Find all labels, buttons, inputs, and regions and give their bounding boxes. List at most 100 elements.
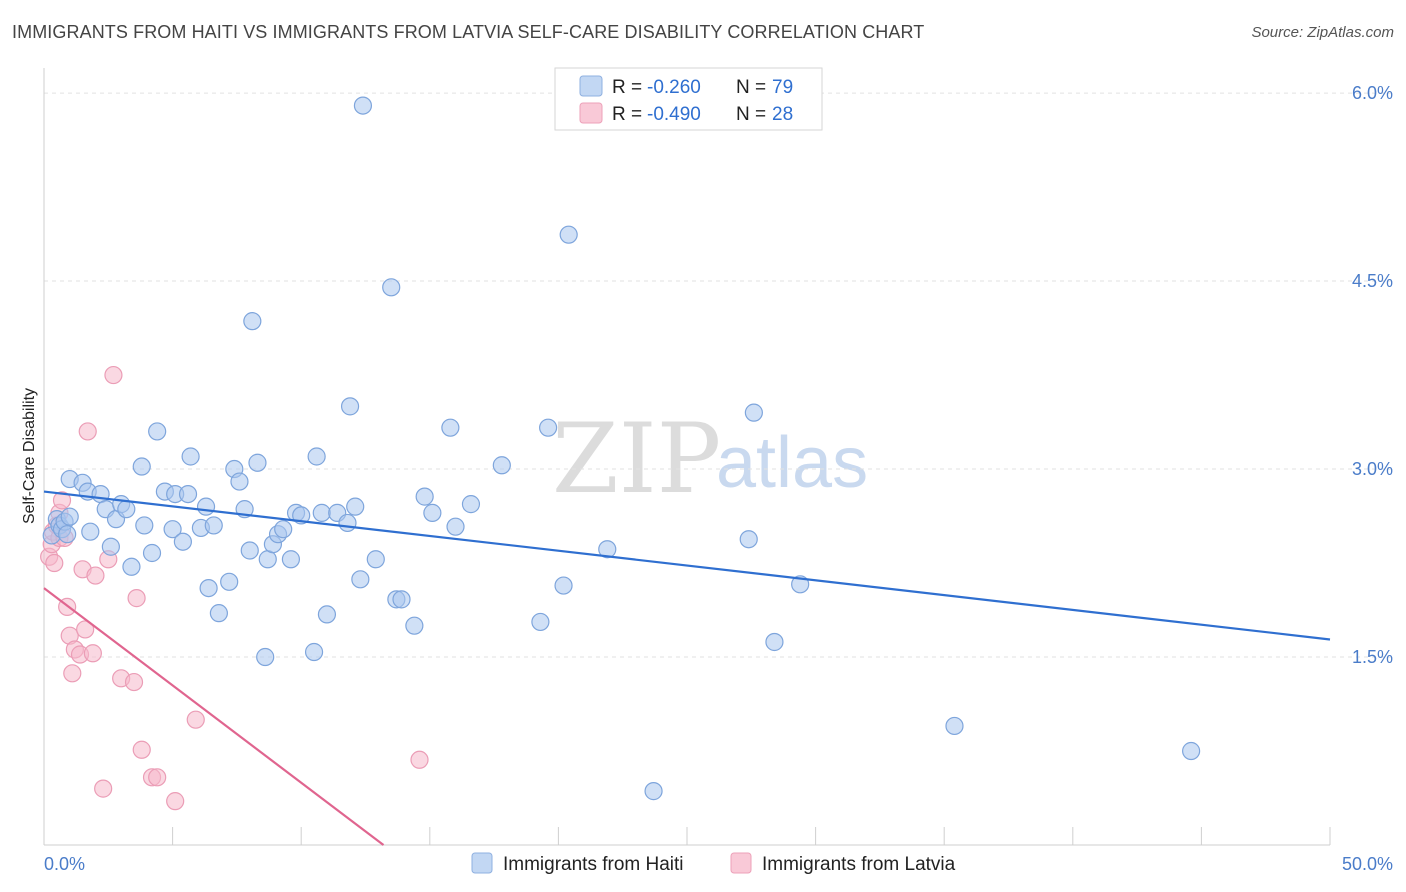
haiti-point-26 (178, 484, 198, 504)
chart-title: IMMIGRANTS FROM HAITI VS IMMIGRANTS FROM… (12, 22, 925, 42)
haiti-point-69 (531, 612, 550, 632)
y-tick-label-1: 3.0% (1352, 459, 1393, 479)
haiti-point-7 (81, 522, 100, 541)
y-tick-label-2: 4.5% (1352, 271, 1393, 291)
haiti-point-57 (353, 96, 373, 115)
x-tick-label-0: 0.0% (44, 854, 85, 874)
source-label: Source: ZipAtlas.com (1251, 24, 1394, 41)
legend-haiti-r-label: R = (612, 77, 642, 98)
haiti-point-54 (340, 397, 360, 416)
latvia-point-28 (166, 792, 185, 811)
haiti-point-30 (199, 578, 218, 598)
correlation-legend: R = -0.260 N = 79 R = -0.490 N = 28 (554, 67, 823, 131)
haiti-point-50 (312, 503, 331, 522)
legend-latvia-n-value: 28 (772, 104, 793, 125)
bottom-legend-haiti-label: Immigrants from Haiti (503, 854, 684, 875)
haiti-point-79 (945, 716, 964, 736)
latvia-point-15 (76, 620, 95, 639)
haiti-point-19 (135, 516, 154, 535)
latvia-point-21 (104, 365, 123, 385)
haiti-point-27 (181, 447, 200, 466)
haiti-point-80 (1182, 741, 1201, 761)
haiti-point-11 (91, 484, 110, 504)
haiti-point-6 (60, 507, 79, 526)
haiti-point-31 (204, 516, 223, 535)
haiti-point-66 (446, 517, 465, 536)
haiti-point-74 (644, 782, 663, 801)
latvia-point-25 (132, 740, 151, 759)
haiti-point-51 (317, 605, 337, 624)
gridlines (44, 92, 1392, 658)
haiti-point-61 (392, 590, 411, 609)
legend-latvia-swatch (579, 102, 603, 124)
haiti-point-33 (220, 572, 239, 591)
legend-haiti-r-value: -0.260 (647, 77, 701, 98)
bottom-legend-latvia-swatch (730, 852, 752, 874)
watermark-zip: ZIP (552, 403, 721, 515)
haiti-point-64 (423, 503, 442, 522)
latvia-trendline (43, 587, 385, 846)
haiti-point-62 (405, 616, 424, 635)
haiti-point-68 (492, 456, 511, 475)
bottom-legend-latvia-label: Immigrants from Latvia (762, 854, 956, 875)
latvia-point-17 (83, 644, 102, 663)
haiti-point-48 (304, 642, 324, 662)
haiti-point-35 (230, 472, 249, 491)
haiti-point-38 (243, 312, 262, 331)
haiti-point-23 (163, 520, 182, 539)
haiti-point-37 (240, 541, 259, 560)
legend-latvia-r-value: -0.490 (647, 104, 701, 125)
haiti-point-16 (117, 500, 136, 519)
latvia-point-29 (186, 710, 205, 729)
haiti-point-72 (559, 225, 578, 244)
haiti-point-39 (248, 453, 267, 472)
haiti-point-18 (132, 457, 151, 476)
haiti-point-55 (346, 497, 365, 516)
y-axis-label: Self-Care Disability (21, 388, 38, 524)
latvia-point-18 (86, 566, 105, 585)
haiti-point-71 (554, 576, 573, 595)
haiti-point-29 (196, 497, 216, 516)
legend-haiti-swatch (579, 75, 603, 97)
haiti-point-77 (765, 632, 784, 652)
latvia-point-3 (45, 553, 64, 573)
haiti-point-73 (598, 540, 617, 559)
legend-haiti-n-value: 79 (772, 77, 793, 98)
x-tick-label-1: 50.0% (1342, 854, 1393, 874)
series-legend: Immigrants from Haiti Immigrants from La… (471, 852, 956, 875)
haiti-point-76 (744, 403, 763, 422)
haiti-point-59 (382, 278, 401, 297)
y-tick-labels: 1.5% 3.0% 4.5% 6.0% (1352, 83, 1393, 667)
haiti-point-65 (441, 418, 460, 437)
legend-latvia-n-label: N = (736, 104, 766, 125)
haiti-point-5 (58, 525, 77, 544)
latvia-point-16 (78, 422, 97, 441)
latvia-point-11 (63, 664, 82, 683)
haiti-point-53 (338, 513, 357, 533)
haiti-point-13 (101, 537, 120, 556)
latvia-point-30 (410, 750, 429, 769)
latvia-point-19 (94, 779, 113, 798)
haiti-point-75 (739, 530, 758, 549)
haiti-point-25 (173, 532, 192, 551)
haiti-point-58 (366, 550, 385, 569)
haiti-point-41 (258, 550, 277, 569)
haiti-point-67 (461, 495, 481, 514)
x-ticks (172, 827, 1331, 845)
haiti-point-44 (274, 520, 293, 539)
y-tick-label-0: 1.5% (1352, 647, 1393, 667)
latvia-point-6 (52, 491, 72, 510)
haiti-point-49 (307, 447, 326, 466)
legend-latvia-r-label: R = (612, 104, 642, 125)
haiti-point-70 (539, 418, 558, 437)
watermark-atlas: atlas (716, 423, 868, 503)
haiti-point-20 (142, 543, 162, 563)
haiti-trendline (43, 490, 1331, 641)
haiti-point-21 (148, 422, 167, 441)
haiti-point-45 (281, 550, 301, 569)
latvia-point-27 (148, 768, 167, 787)
haiti-point-56 (351, 570, 370, 589)
y-tick-label-3: 6.0% (1352, 83, 1393, 103)
legend-haiti-n-label: N = (736, 77, 766, 98)
